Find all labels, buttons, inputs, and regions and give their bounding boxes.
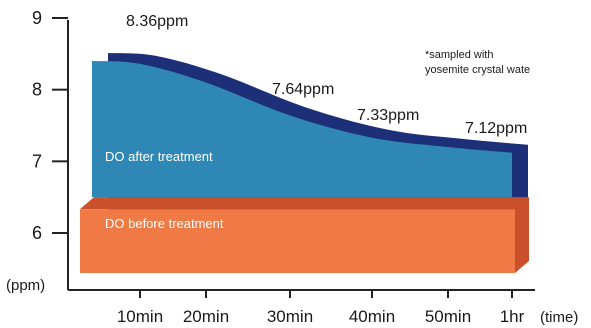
do-before-treatment-front bbox=[80, 209, 515, 273]
annotation-7-12: 7.12ppm bbox=[465, 120, 527, 137]
note-line-2: yosemite crystal wate bbox=[425, 64, 530, 76]
y-tick-label: 8 bbox=[32, 80, 42, 100]
x-tick-label: 40min bbox=[349, 307, 395, 326]
series-label-before: DO before treatment bbox=[105, 216, 224, 231]
y-axis-label: (ppm) bbox=[6, 277, 45, 294]
y-tick-group: 9 8 7 6 bbox=[32, 8, 68, 243]
x-tick-label: 10min bbox=[117, 307, 163, 326]
x-tick-label: 30min bbox=[267, 307, 313, 326]
y-tick-label: 7 bbox=[32, 151, 42, 171]
x-tick-label: 50min bbox=[425, 307, 471, 326]
do-after-treatment-area bbox=[92, 61, 512, 198]
x-tick-label: 1hr bbox=[500, 307, 525, 326]
y-tick-label: 6 bbox=[32, 223, 42, 243]
annotation-7-64: 7.64ppm bbox=[272, 81, 334, 98]
do-before-treatment-top bbox=[80, 197, 529, 210]
annotation-7-33: 7.33ppm bbox=[357, 107, 419, 124]
x-tick-label: 20min bbox=[183, 307, 229, 326]
x-axis-label: (time) bbox=[540, 309, 578, 326]
annotation-8-36: 8.36ppm bbox=[126, 13, 188, 30]
y-tick-label: 9 bbox=[32, 8, 42, 28]
series-label-after: DO after treatment bbox=[105, 149, 213, 164]
note-line-1: *sampled with bbox=[425, 49, 493, 61]
do-before-treatment-side bbox=[515, 197, 529, 273]
x-tick-group: 10min 20min 30min 40min 50min 1hr bbox=[117, 290, 525, 326]
